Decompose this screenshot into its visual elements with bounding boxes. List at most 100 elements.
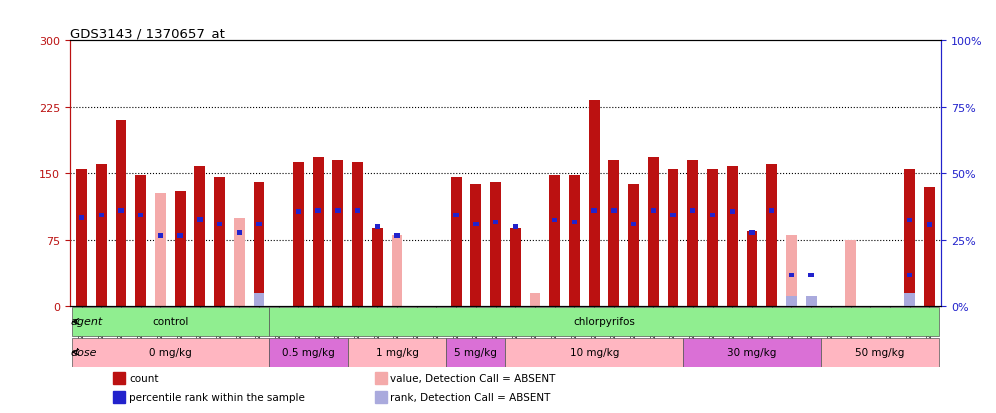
Bar [293,162,304,306]
Bar [256,222,262,226]
Bar [592,209,597,213]
Bar [348,338,446,367]
Bar [572,220,578,225]
Bar [683,338,821,367]
Text: dose: dose [70,347,97,357]
Bar [687,161,698,306]
Text: count: count [129,373,158,383]
Bar [648,158,658,306]
Bar [96,165,107,306]
Bar [234,218,245,306]
Text: agent: agent [70,317,103,327]
Bar [490,183,501,306]
Bar [451,178,461,306]
Bar [569,176,580,306]
Text: 0 mg/kg: 0 mg/kg [149,347,191,357]
Bar [214,178,225,306]
Bar [904,293,915,306]
Text: rank, Detection Call = ABSENT: rank, Detection Call = ABSENT [390,392,551,402]
Bar [786,236,797,306]
Bar [670,213,675,218]
Bar [845,240,856,306]
Bar [609,161,620,306]
Bar [355,209,361,213]
Bar [374,225,380,229]
Bar [155,193,166,306]
Bar [313,158,324,306]
Bar [217,222,222,226]
Bar [589,100,600,306]
Bar [729,210,735,214]
Bar [157,233,163,238]
Bar [630,222,636,226]
Text: chlorpyrifos: chlorpyrifos [573,317,635,327]
Bar [79,216,85,220]
Bar [296,210,301,214]
Text: GDS3143 / 1370657_at: GDS3143 / 1370657_at [70,27,224,40]
Text: percentile rank within the sample: percentile rank within the sample [129,392,305,402]
Bar [530,293,541,306]
Text: value, Detection Call = ABSENT: value, Detection Call = ABSENT [390,373,556,383]
Bar [254,183,264,306]
Bar [99,213,104,218]
Bar [766,165,777,306]
Bar [821,338,939,367]
Bar [374,391,387,403]
Bar [650,209,656,213]
Bar [336,209,341,213]
Bar [254,293,264,306]
Bar [237,231,242,235]
Bar [789,273,794,278]
Text: 1 mg/kg: 1 mg/kg [375,347,418,357]
Bar [174,192,185,306]
Bar [924,187,935,306]
Bar [453,213,459,218]
Bar [374,372,387,384]
Bar [72,338,269,367]
Bar [907,273,912,278]
Bar [114,391,125,403]
Bar [550,176,560,306]
Bar [135,176,146,306]
Text: 0.5 mg/kg: 0.5 mg/kg [282,347,335,357]
Bar [786,296,797,306]
Bar [197,218,202,222]
Bar [372,229,382,306]
Text: control: control [152,317,188,327]
Bar [116,121,126,306]
Text: 10 mg/kg: 10 mg/kg [570,347,619,357]
Bar [72,307,269,336]
Bar [138,213,143,218]
Bar [316,209,321,213]
Bar [806,296,817,306]
Bar [493,220,498,225]
Bar [667,169,678,306]
Bar [473,222,479,226]
Text: 30 mg/kg: 30 mg/kg [727,347,777,357]
Bar [907,218,912,223]
Bar [513,225,518,229]
Text: 5 mg/kg: 5 mg/kg [454,347,497,357]
Bar [747,231,757,306]
Bar [809,273,814,278]
Bar [76,169,87,306]
Bar [506,338,683,367]
Bar [394,233,399,238]
Bar [628,185,639,306]
Bar [194,167,205,306]
Bar [269,338,348,367]
Bar [391,236,402,306]
Bar [114,372,125,384]
Bar [177,233,183,238]
Bar [552,218,558,223]
Text: 50 mg/kg: 50 mg/kg [856,347,904,357]
Bar [710,213,715,218]
Bar [612,209,617,213]
Bar [690,209,695,213]
Bar [510,229,521,306]
Bar [926,223,932,227]
Bar [470,185,481,306]
Bar [119,209,124,213]
Bar [707,169,718,306]
Bar [269,307,939,336]
